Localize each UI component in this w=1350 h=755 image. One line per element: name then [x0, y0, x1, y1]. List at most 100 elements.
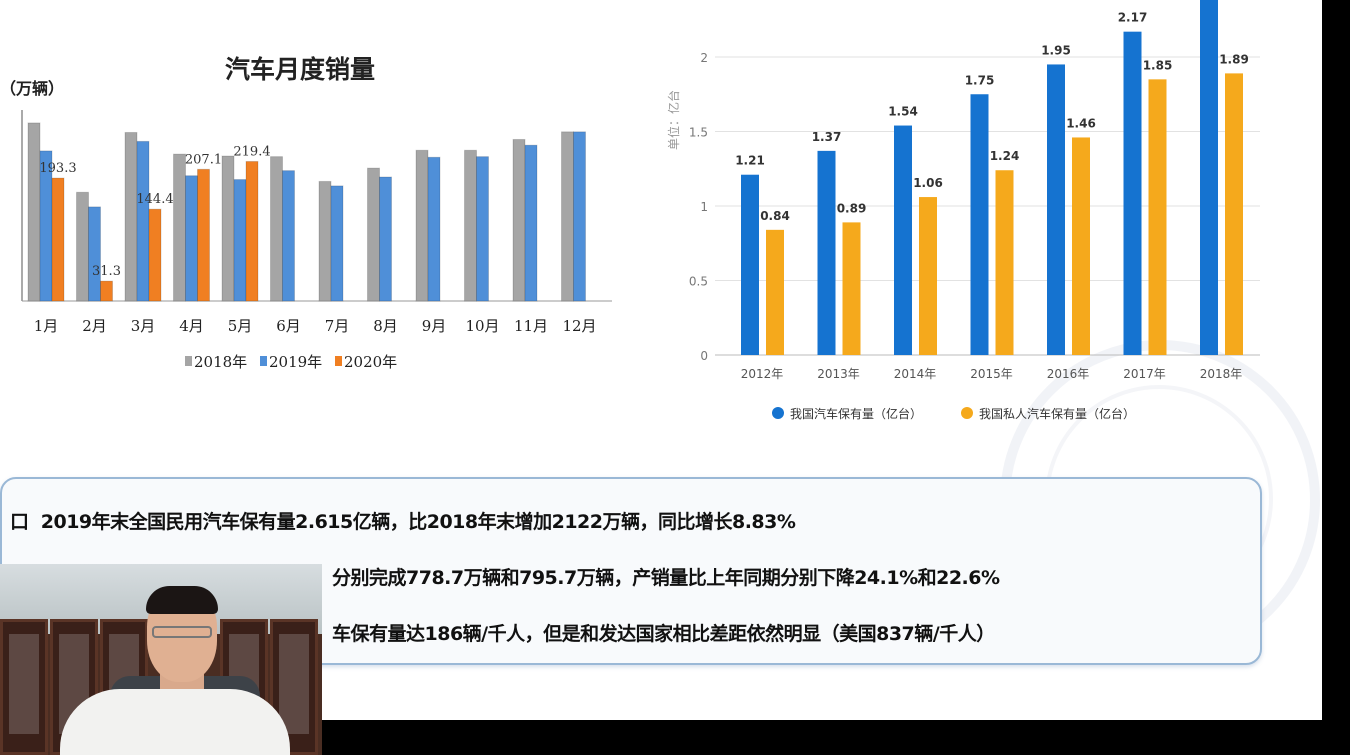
bar-2019年-3月	[136, 140, 150, 302]
x-tick-label: 8月	[373, 317, 398, 335]
data-label: 1.24	[990, 149, 1020, 163]
legend-swatch	[185, 356, 192, 366]
letterbox-right	[1322, 0, 1350, 755]
legend-label: 2019年	[269, 353, 322, 371]
chart-title: 汽车月度销量	[225, 55, 375, 84]
legend-label: 我国私人汽车保有量（亿台）	[979, 406, 1135, 421]
x-tick-label: 2017年	[1123, 367, 1166, 381]
data-label: 144.4	[136, 192, 173, 207]
data-label: 193.3	[39, 161, 76, 176]
bar-我国汽车保有量（亿台）-2014年	[894, 125, 912, 355]
y-tick-label: 2	[700, 51, 708, 65]
data-label: 2.17	[1118, 11, 1148, 25]
y-tick-label: 0	[700, 349, 708, 363]
note-line-1-text: 2019年末全国民用汽车保有量2.615亿辆，比2018年末增加2122万辆，同…	[40, 511, 796, 533]
letterbox-bottom	[322, 720, 1350, 755]
x-tick-label: 2018年	[1200, 367, 1243, 381]
bar-我国私人汽车保有量（亿台）-2012年	[766, 229, 784, 355]
bar-2018年-2月	[76, 191, 89, 302]
bar-2018年-11月	[512, 138, 526, 302]
bar-2018年-10月	[464, 149, 477, 302]
legend-swatch	[260, 356, 267, 366]
data-label: 1.21	[735, 154, 765, 168]
x-tick-label: 12月	[562, 317, 596, 335]
data-label: 1.89	[1219, 52, 1249, 66]
x-tick-label: 2012年	[741, 367, 784, 381]
x-tick-label: 2月	[82, 317, 107, 335]
y-tick-label: 1.5	[689, 126, 708, 140]
bar-我国汽车保有量（亿台）-2017年	[1123, 31, 1142, 355]
car-ownership-chart: 单位：亿台 0 0.5 1 1.5 2 1.21 0.84 1.37 0.89 1.54 1.06…	[666, 0, 1260, 421]
bar-2019年-12月	[573, 131, 586, 302]
bar-2019年-4月	[185, 175, 198, 302]
bar-我国私人汽车保有量（亿台）-2018年	[1225, 73, 1243, 355]
monthly-sales-chart: 汽车月度销量 （万辆） 193.3 31.3 144.4 207.1 219.4 1月 2…	[0, 55, 612, 371]
unit-label: （万辆）	[0, 79, 64, 98]
bar-我国汽车保有量（亿台）-2013年	[817, 150, 836, 355]
data-label: 0.89	[837, 201, 867, 215]
data-label: 1.06	[913, 176, 943, 190]
note-line-2: 分别完成778.7万辆和795.7万辆，产销量比上年同期分别下降24.1%和22…	[332, 567, 1000, 589]
x-tick-label: 2014年	[894, 367, 937, 381]
bar-2020年-5月	[245, 160, 259, 302]
bar-2020年-4月	[197, 168, 210, 302]
data-label: 1.95	[1041, 43, 1071, 57]
presenter-hair	[146, 586, 218, 614]
bookcase	[270, 619, 318, 755]
bar-2020年-3月	[148, 208, 162, 302]
legend-label: 我国汽车保有量（亿台）	[790, 406, 922, 421]
data-label: 207.1	[185, 152, 222, 167]
bar-2018年-6月	[270, 156, 283, 302]
bar-2018年-4月	[173, 153, 186, 302]
bar-2020年-1月	[51, 177, 65, 302]
bar-2019年-7月	[330, 185, 344, 302]
x-tick-label: 2015年	[970, 367, 1013, 381]
bullet-icon: 口	[10, 511, 29, 533]
bar-我国汽车保有量（亿台）-2012年	[741, 174, 759, 355]
bar-我国汽车保有量（亿台）-2016年	[1047, 64, 1065, 355]
bar-我国私人汽车保有量（亿台）-2014年	[919, 197, 937, 355]
bar-2019年-5月	[233, 179, 247, 302]
x-tick-label: 3月	[131, 317, 156, 335]
bar-2019年-9月	[427, 156, 441, 302]
bar-2019年-8月	[379, 176, 392, 302]
bar-我国私人汽车保有量（亿台）-2015年	[995, 170, 1014, 355]
data-label: 1.75	[965, 73, 995, 87]
glasses-icon	[152, 626, 212, 638]
bar-2018年-9月	[415, 149, 429, 302]
data-label: 1.46	[1066, 116, 1096, 130]
bar-2019年-6月	[282, 170, 295, 302]
bar-2020年-2月	[100, 280, 113, 302]
data-label: 1.37	[812, 130, 842, 144]
legend-swatch	[335, 356, 342, 366]
legend-marker	[772, 407, 784, 419]
x-tick-label: 2016年	[1047, 367, 1090, 381]
data-label: 1.54	[888, 105, 918, 119]
legend-marker	[961, 407, 973, 419]
legend-label: 2020年	[344, 353, 397, 371]
note-line-1: 口 2019年末全国民用汽车保有量2.615亿辆，比2018年末增加2122万辆…	[10, 510, 1240, 534]
bookcase	[0, 619, 48, 755]
x-tick-label: 11月	[514, 317, 548, 335]
presenter-shirt	[60, 689, 290, 755]
x-tick-label: 5月	[228, 317, 253, 335]
bar-我国私人汽车保有量（亿台）-2013年	[842, 222, 861, 355]
x-tick-label: 4月	[179, 317, 204, 335]
bar-我国私人汽车保有量（亿台）-2016年	[1072, 137, 1090, 355]
bar-2018年-1月	[27, 122, 41, 302]
data-label: 31.3	[92, 264, 121, 279]
x-tick-label: 10月	[465, 317, 499, 335]
legend-label: 2018年	[194, 353, 247, 371]
bar-2018年-8月	[367, 167, 380, 302]
x-tick-label: 9月	[422, 317, 447, 335]
data-label: 1.85	[1143, 58, 1173, 72]
y-axis-label: 单位：亿台	[666, 90, 681, 150]
bar-2018年-5月	[221, 155, 235, 302]
x-tick-label: 6月	[276, 317, 301, 335]
bar-2019年-2月	[88, 206, 101, 302]
bar-我国私人汽车保有量（亿台）-2017年	[1148, 79, 1167, 355]
y-tick-label: 0.5	[689, 275, 708, 289]
bar-2018年-3月	[124, 131, 138, 302]
x-tick-label: 1月	[34, 317, 59, 335]
x-tick-label: 2013年	[817, 367, 860, 381]
